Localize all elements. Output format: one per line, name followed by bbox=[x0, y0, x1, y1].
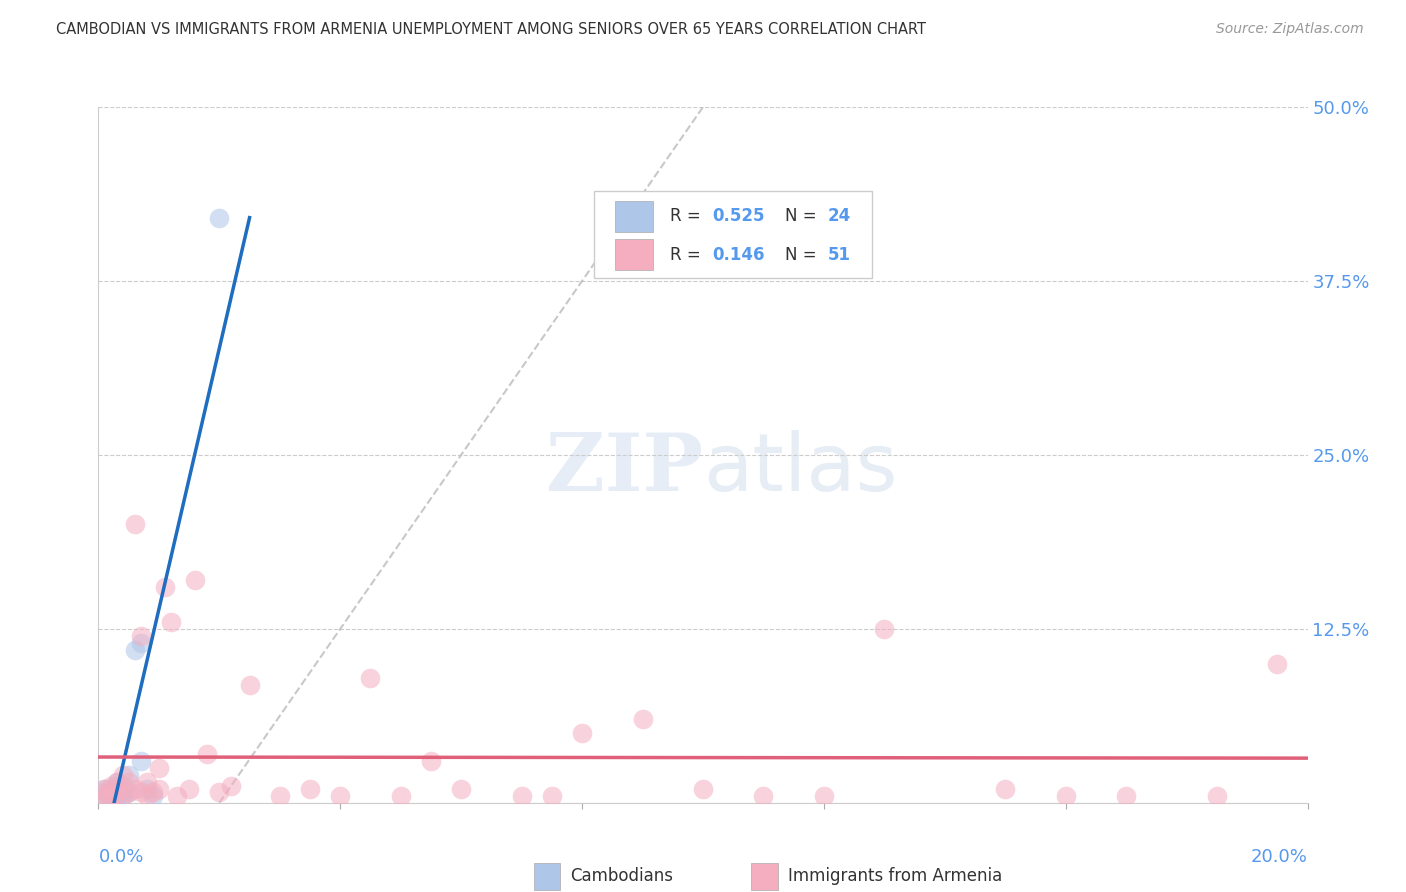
Point bbox=[111, 786, 134, 800]
Point bbox=[1267, 657, 1289, 671]
Point bbox=[752, 789, 775, 803]
Point bbox=[389, 789, 412, 803]
Point bbox=[692, 781, 714, 796]
Text: R =: R = bbox=[671, 245, 706, 263]
Point bbox=[105, 788, 128, 802]
Point bbox=[111, 789, 134, 803]
Point bbox=[129, 785, 152, 799]
Text: 0.146: 0.146 bbox=[713, 245, 765, 263]
Point bbox=[153, 580, 176, 594]
Point bbox=[873, 622, 896, 636]
Point bbox=[105, 788, 128, 802]
Point bbox=[118, 775, 141, 789]
Point bbox=[93, 791, 115, 805]
Text: R =: R = bbox=[671, 207, 706, 226]
Point bbox=[111, 779, 134, 793]
Text: ZIP: ZIP bbox=[546, 430, 703, 508]
Point bbox=[1206, 789, 1229, 803]
Point bbox=[148, 781, 170, 796]
Bar bbox=[614, 239, 654, 270]
Text: Cambodians: Cambodians bbox=[569, 867, 673, 885]
Point bbox=[111, 789, 134, 803]
Point bbox=[142, 785, 165, 799]
Point bbox=[813, 789, 835, 803]
Text: Immigrants from Armenia: Immigrants from Armenia bbox=[787, 867, 1002, 885]
Point bbox=[93, 788, 115, 802]
Text: N =: N = bbox=[785, 245, 823, 263]
Point bbox=[105, 790, 128, 805]
Point bbox=[195, 747, 218, 761]
Point bbox=[93, 781, 115, 796]
Point bbox=[105, 775, 128, 789]
Point bbox=[208, 785, 231, 799]
Point bbox=[299, 781, 322, 796]
Point bbox=[100, 789, 122, 803]
Point bbox=[129, 629, 152, 643]
Point bbox=[1054, 789, 1077, 803]
Point bbox=[135, 789, 157, 803]
Text: N =: N = bbox=[785, 207, 823, 226]
Point bbox=[135, 775, 157, 789]
Point bbox=[100, 789, 122, 803]
Point bbox=[105, 781, 128, 796]
Point bbox=[450, 781, 472, 796]
Point bbox=[135, 781, 157, 796]
Text: 24: 24 bbox=[828, 207, 851, 226]
Point bbox=[100, 785, 122, 799]
Point bbox=[118, 785, 141, 799]
Point bbox=[100, 788, 122, 802]
Text: 51: 51 bbox=[828, 245, 851, 263]
Bar bbox=[534, 863, 561, 889]
Point bbox=[221, 779, 243, 793]
Point bbox=[118, 785, 141, 799]
Point bbox=[124, 517, 146, 532]
FancyBboxPatch shape bbox=[595, 191, 872, 277]
Point bbox=[93, 781, 115, 796]
Point bbox=[100, 779, 122, 793]
Point bbox=[329, 789, 352, 803]
Point bbox=[179, 781, 201, 796]
Point bbox=[148, 761, 170, 775]
Point bbox=[239, 677, 262, 691]
Text: CAMBODIAN VS IMMIGRANTS FROM ARMENIA UNEMPLOYMENT AMONG SENIORS OVER 65 YEARS CO: CAMBODIAN VS IMMIGRANTS FROM ARMENIA UNE… bbox=[56, 22, 927, 37]
Text: 0.525: 0.525 bbox=[713, 207, 765, 226]
Point bbox=[129, 754, 152, 768]
Point bbox=[571, 726, 593, 740]
Point bbox=[420, 754, 443, 768]
Point bbox=[360, 671, 382, 685]
Text: Source: ZipAtlas.com: Source: ZipAtlas.com bbox=[1216, 22, 1364, 37]
Point bbox=[124, 781, 146, 796]
Point bbox=[129, 636, 152, 650]
Point bbox=[540, 789, 562, 803]
Point bbox=[124, 642, 146, 657]
Text: 20.0%: 20.0% bbox=[1251, 848, 1308, 866]
Text: atlas: atlas bbox=[703, 430, 897, 508]
Point bbox=[184, 573, 207, 587]
Point bbox=[208, 211, 231, 226]
Point bbox=[269, 789, 291, 803]
Point bbox=[93, 789, 115, 803]
Point bbox=[111, 768, 134, 782]
Point bbox=[631, 712, 654, 726]
Point bbox=[100, 785, 122, 799]
Point bbox=[93, 785, 115, 799]
Point bbox=[105, 779, 128, 793]
Point bbox=[100, 791, 122, 805]
Bar bbox=[751, 863, 778, 889]
Point bbox=[105, 785, 128, 799]
Point bbox=[118, 768, 141, 782]
Point bbox=[100, 781, 122, 796]
Point bbox=[994, 781, 1017, 796]
Point bbox=[105, 775, 128, 789]
Point bbox=[142, 789, 165, 803]
Text: 0.0%: 0.0% bbox=[98, 848, 143, 866]
Point bbox=[160, 615, 183, 629]
Point bbox=[510, 789, 533, 803]
Point bbox=[166, 789, 188, 803]
Point bbox=[1115, 789, 1137, 803]
Bar bbox=[614, 201, 654, 232]
